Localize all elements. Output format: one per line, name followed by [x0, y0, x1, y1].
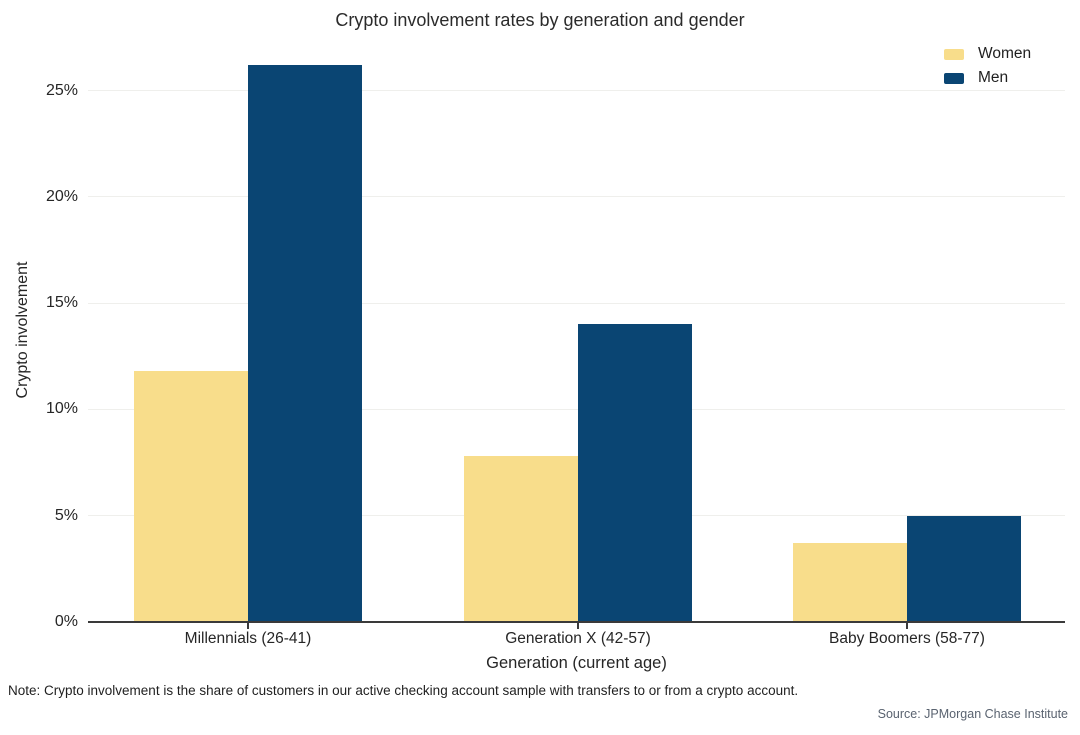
legend-item-men: Men: [944, 66, 1031, 90]
gridline-20: [88, 196, 1065, 198]
xtick-label-1: Millennials (26-41): [184, 630, 312, 647]
bar-men-3: [907, 515, 1021, 622]
footnote: Note: Crypto involvement is the share of…: [8, 683, 799, 698]
xtick-label-3: Baby Boomers (58-77): [829, 630, 985, 647]
ytick-label-25: 25%: [45, 81, 78, 99]
x-axis-title: Generation (current age): [486, 654, 667, 672]
ytick-label-0: 0%: [54, 613, 78, 630]
bar-women-2: [464, 456, 578, 622]
legend-label-men: Men: [978, 69, 1009, 86]
xtick-mark-3: [906, 623, 908, 629]
bar-women-1: [134, 371, 248, 622]
x-axis-line: [88, 621, 1065, 623]
legend-swatch-men: [944, 72, 964, 84]
gridline-10: [88, 408, 1065, 410]
xtick-mark-2: [577, 623, 579, 629]
xtick-mark-1: [247, 623, 249, 629]
gridline-15: [88, 302, 1065, 304]
bar-men-1: [248, 64, 362, 622]
legend-swatch-women: [944, 48, 964, 60]
legend: Women Men: [944, 42, 1031, 90]
ytick-label-10: 10%: [45, 400, 78, 418]
bar-men-2: [578, 324, 692, 622]
chart-title: Crypto involvement rates by generation a…: [335, 10, 745, 30]
legend-item-women: Women: [944, 42, 1031, 66]
legend-label-women: Women: [978, 45, 1032, 62]
source-attribution: Source: JPMorgan Chase Institute: [877, 707, 1068, 721]
xtick-label-2: Generation X (42-57): [505, 630, 651, 647]
ytick-label-15: 15%: [45, 294, 78, 312]
ytick-label-20: 20%: [45, 187, 78, 205]
bar-women-3: [793, 543, 907, 622]
gridline-25: [88, 90, 1065, 91]
y-axis-title: Crypto involvement: [14, 261, 31, 399]
ytick-label-5: 5%: [54, 506, 78, 524]
